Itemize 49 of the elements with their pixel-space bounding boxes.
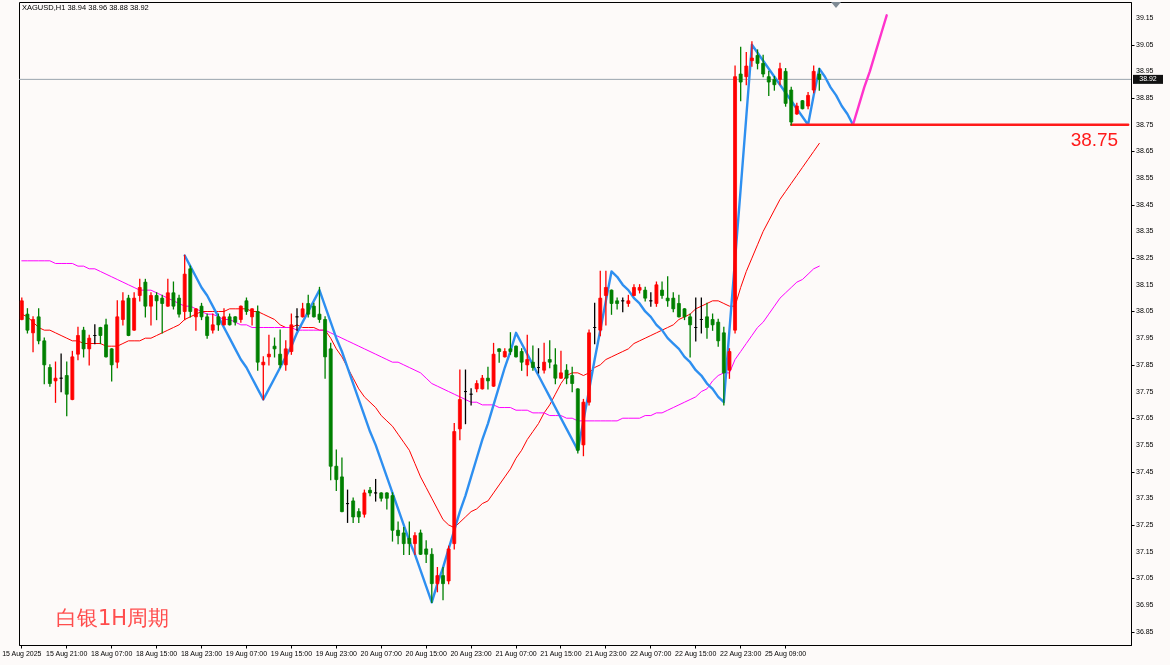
line-series	[183, 43, 855, 604]
candlestick	[194, 308, 198, 331]
candlestick	[435, 566, 440, 593]
candlestick	[441, 566, 445, 601]
candlestick	[87, 334, 92, 366]
candlestick	[486, 366, 490, 390]
candlestick	[351, 497, 356, 523]
candlestick	[744, 52, 749, 86]
candlestick	[413, 532, 417, 555]
series-label: 38.75	[1070, 128, 1119, 150]
candlestick	[272, 337, 277, 358]
candlestick	[778, 62, 782, 86]
candlestick	[525, 334, 530, 377]
candlestick	[137, 278, 142, 302]
candlestick	[811, 65, 816, 94]
candlestick	[553, 348, 558, 385]
candlestick	[750, 41, 754, 67]
candlestick	[31, 316, 35, 353]
candlestick	[542, 342, 547, 374]
candlestick	[660, 281, 664, 299]
annotation: 白银1H周期	[56, 606, 170, 630]
candlestick	[559, 350, 563, 379]
candlestick	[603, 270, 608, 326]
candlestick	[373, 478, 378, 502]
candlestick	[547, 340, 552, 369]
line-series	[851, 14, 888, 126]
candlestick	[81, 326, 86, 358]
candlestick	[530, 345, 535, 371]
candlestick	[278, 329, 283, 369]
candlestick	[362, 489, 367, 518]
candlestick	[76, 326, 80, 361]
candlestick	[210, 313, 215, 334]
candlestick	[817, 68, 822, 91]
candlestick	[306, 294, 311, 318]
candlestick	[53, 361, 58, 403]
candlestick	[267, 334, 271, 366]
candlestick	[109, 348, 114, 382]
candlestick	[261, 356, 266, 401]
candlestick	[64, 361, 69, 417]
candlestick	[727, 348, 732, 379]
line-series	[21, 260, 820, 422]
candlestick	[368, 486, 372, 497]
candlestick	[25, 308, 30, 334]
candlestick	[654, 281, 659, 307]
candlestick	[121, 292, 125, 326]
candlestick	[47, 364, 52, 387]
candlestick	[149, 292, 153, 326]
candlestick	[165, 278, 170, 307]
candlestick	[738, 46, 743, 102]
